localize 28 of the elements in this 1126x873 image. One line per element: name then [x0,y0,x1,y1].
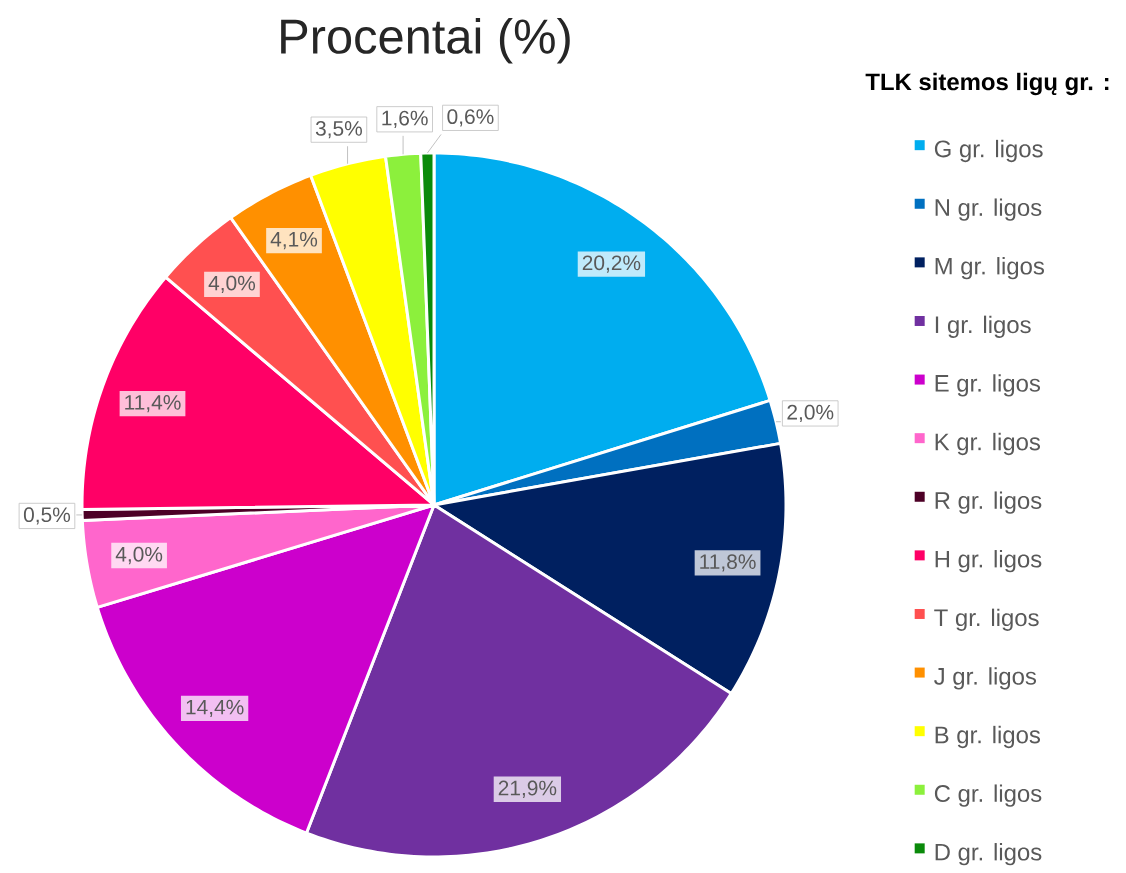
data-label: 4,1% [270,231,318,250]
legend-label: D gr. ligos [935,843,1042,866]
data-label: 2,0% [787,404,834,423]
legend-label: T gr. ligos [934,608,1039,631]
legend-label: B gr. ligos [935,725,1041,749]
legend-label: K gr. ligos [935,432,1041,456]
data-label: 4,0% [115,546,163,565]
data-label: 4,0% [208,275,256,293]
data-label: 11,4% [125,395,181,413]
data-label: 14,4% [186,699,244,718]
data-label: 0,5% [23,507,71,525]
legend-title: TLK sitemos ligų gr. : [865,72,1109,96]
data-label: 11,8% [700,554,756,572]
data-label: 3,5% [315,121,362,139]
legend-label: N gr. ligos [935,198,1042,221]
legend-label: J gr. ligos [934,667,1037,690]
chart-title: Procentai (%) [281,18,570,64]
data-label: 0,6% [447,109,494,127]
data-label: 1,6% [382,110,428,128]
legend-label: H gr. ligos [935,550,1042,573]
legend-label: M gr. ligos [935,257,1044,280]
legend-label: R gr. ligos [935,491,1042,514]
legend-label: E gr. ligos [935,374,1041,397]
legend-label: C gr. ligos [934,784,1042,807]
data-label: 21,9% [498,780,557,798]
data-label: 20,2% [582,255,641,273]
legend-label: G gr. ligos [934,139,1043,163]
legend-label: I gr. ligos [935,315,1031,338]
